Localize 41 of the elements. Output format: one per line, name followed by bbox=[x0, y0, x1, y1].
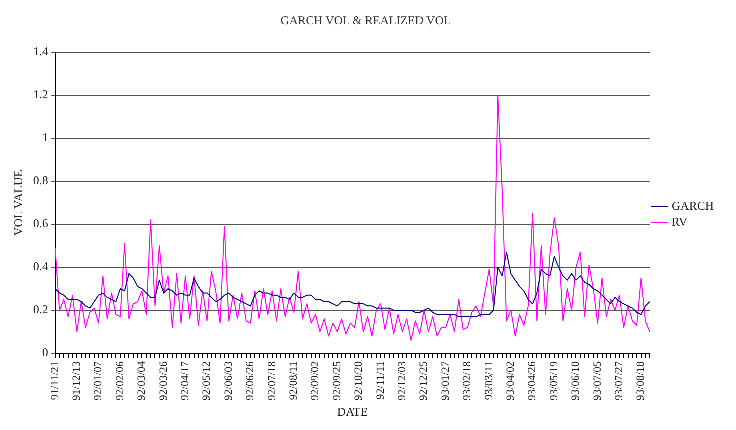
x-tick-label: 93/04/02 bbox=[505, 361, 517, 401]
x-tick-label: 93/02/18 bbox=[462, 361, 474, 401]
x-tick-label: 92/06/26 bbox=[244, 361, 257, 401]
x-tick-label: 92/10/20 bbox=[353, 361, 366, 401]
x-tick-label: 92/05/12 bbox=[201, 361, 214, 401]
x-tick-label: 93/07/27 bbox=[614, 361, 626, 401]
x-tick-label: 91/11/21 bbox=[49, 361, 62, 400]
x-tick-label: 92/11/11 bbox=[374, 361, 387, 400]
x-tick-label: 93/01/27 bbox=[440, 361, 452, 401]
x-tick-label: 92/12/25 bbox=[418, 361, 430, 401]
y-tick-label: 1.4 bbox=[33, 44, 48, 59]
y-tick-label: 0.4 bbox=[33, 260, 48, 274]
y-tick-label: 0.6 bbox=[33, 216, 48, 231]
y-axis-title: VOL VALUE bbox=[11, 170, 26, 236]
x-tick-label: 93/07/05 bbox=[592, 361, 604, 401]
x-tick-label: 92/04/17 bbox=[179, 361, 192, 401]
y-tick-label: 1 bbox=[42, 130, 48, 145]
legend-label: GARCH bbox=[672, 199, 714, 214]
x-tick-label: 93/06/10 bbox=[570, 361, 582, 401]
x-tick-label: 92/01/07 bbox=[92, 361, 105, 401]
x-tick-label: 92/09/25 bbox=[331, 361, 344, 401]
x-tick-label: 91/12/13 bbox=[70, 361, 83, 401]
x-tick-label: 92/12/03 bbox=[396, 361, 408, 401]
x-tick-label: 92/02/06 bbox=[114, 361, 126, 401]
x-tick-label: 93/04/26 bbox=[526, 361, 539, 401]
x-tick-label: 93/08/18 bbox=[635, 361, 648, 401]
x-tick-label: 92/07/18 bbox=[266, 361, 278, 401]
y-tick-label: 0.8 bbox=[33, 174, 48, 188]
x-tick-label: 92/09/02 bbox=[310, 361, 322, 401]
x-tick-label: 93/03/11 bbox=[483, 361, 496, 400]
x-tick-label: 92/03/04 bbox=[136, 361, 148, 401]
legend-label: RV bbox=[672, 215, 688, 230]
x-tick-label: 92/03/26 bbox=[158, 361, 170, 401]
x-axis-title: DATE bbox=[337, 404, 368, 419]
y-tick-label: 0 bbox=[42, 346, 48, 360]
y-tick-label: 1.2 bbox=[33, 88, 48, 102]
chart-title: GARCH VOL & REALIZED VOL bbox=[280, 13, 452, 28]
x-tick-label: 92/06/03 bbox=[222, 361, 235, 401]
y-tick-label: 0.2 bbox=[33, 302, 48, 317]
x-tick-label: 92/08/11 bbox=[288, 361, 300, 400]
x-tick-label: 93/05/19 bbox=[548, 361, 560, 401]
